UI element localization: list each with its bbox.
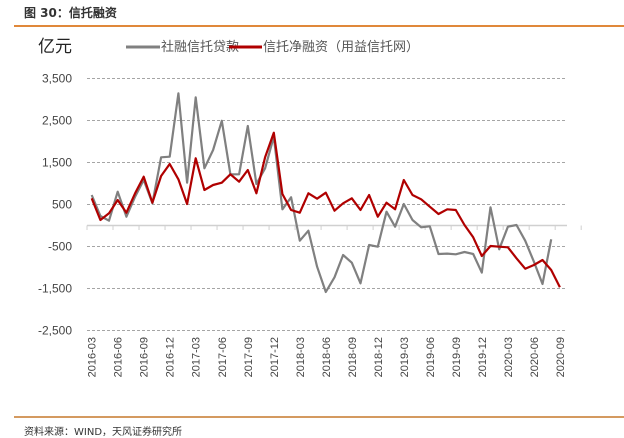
figure-title: 图 30：信托融资 [24, 6, 117, 20]
series-line-trust-loans [90, 92, 553, 294]
x-tick-label: 2020-03 [503, 337, 515, 377]
y-tick-label: -500 [48, 240, 72, 254]
x-tick-label: 2016-06 [113, 337, 125, 377]
y-tick-label: -2,500 [38, 324, 72, 338]
legend-label-gray: 社融信托贷款 [161, 39, 239, 55]
legend-label-red: 信托净融资（用益信托网） [263, 40, 419, 55]
x-tick-label: 2016-12 [165, 337, 177, 377]
x-tick-label: 2016-03 [87, 337, 99, 377]
y-tick-label: -1,500 [38, 282, 72, 296]
y-tick-label: 3,500 [42, 72, 72, 86]
x-tick-label: 2018-12 [373, 337, 385, 377]
x-tick-label: 2019-03 [399, 337, 411, 377]
x-tick-label: 2019-12 [477, 337, 489, 377]
legend: 社融信托贷款 信托净融资（用益信托网） [126, 39, 419, 55]
x-tick-label: 2018-03 [295, 337, 307, 377]
x-tick-label: 2018-09 [347, 337, 359, 377]
series-line-trust-net-financing [90, 131, 561, 288]
x-tick-label: 2017-03 [191, 337, 203, 377]
x-tick-label: 2019-06 [425, 337, 437, 377]
x-tick-label: 2017-09 [243, 337, 255, 377]
x-tick-label: 2018-06 [321, 337, 333, 377]
y-tick-label: 500 [52, 198, 72, 212]
y-axis-unit: 亿元 [38, 37, 72, 57]
source-note: 资料来源：WIND，天风证券研究所 [24, 427, 183, 438]
x-tick-label: 2016-09 [139, 337, 151, 377]
y-tick-label: 2,500 [42, 114, 72, 128]
x-tick-label: 2017-06 [217, 337, 229, 377]
x-tick-label: 2017-12 [269, 337, 281, 377]
x-tick-label: 2019-09 [451, 337, 463, 377]
x-tick-label: 2020-09 [555, 337, 567, 377]
y-tick-label: 1,500 [42, 156, 72, 170]
x-tick-label: 2020-06 [529, 337, 541, 377]
